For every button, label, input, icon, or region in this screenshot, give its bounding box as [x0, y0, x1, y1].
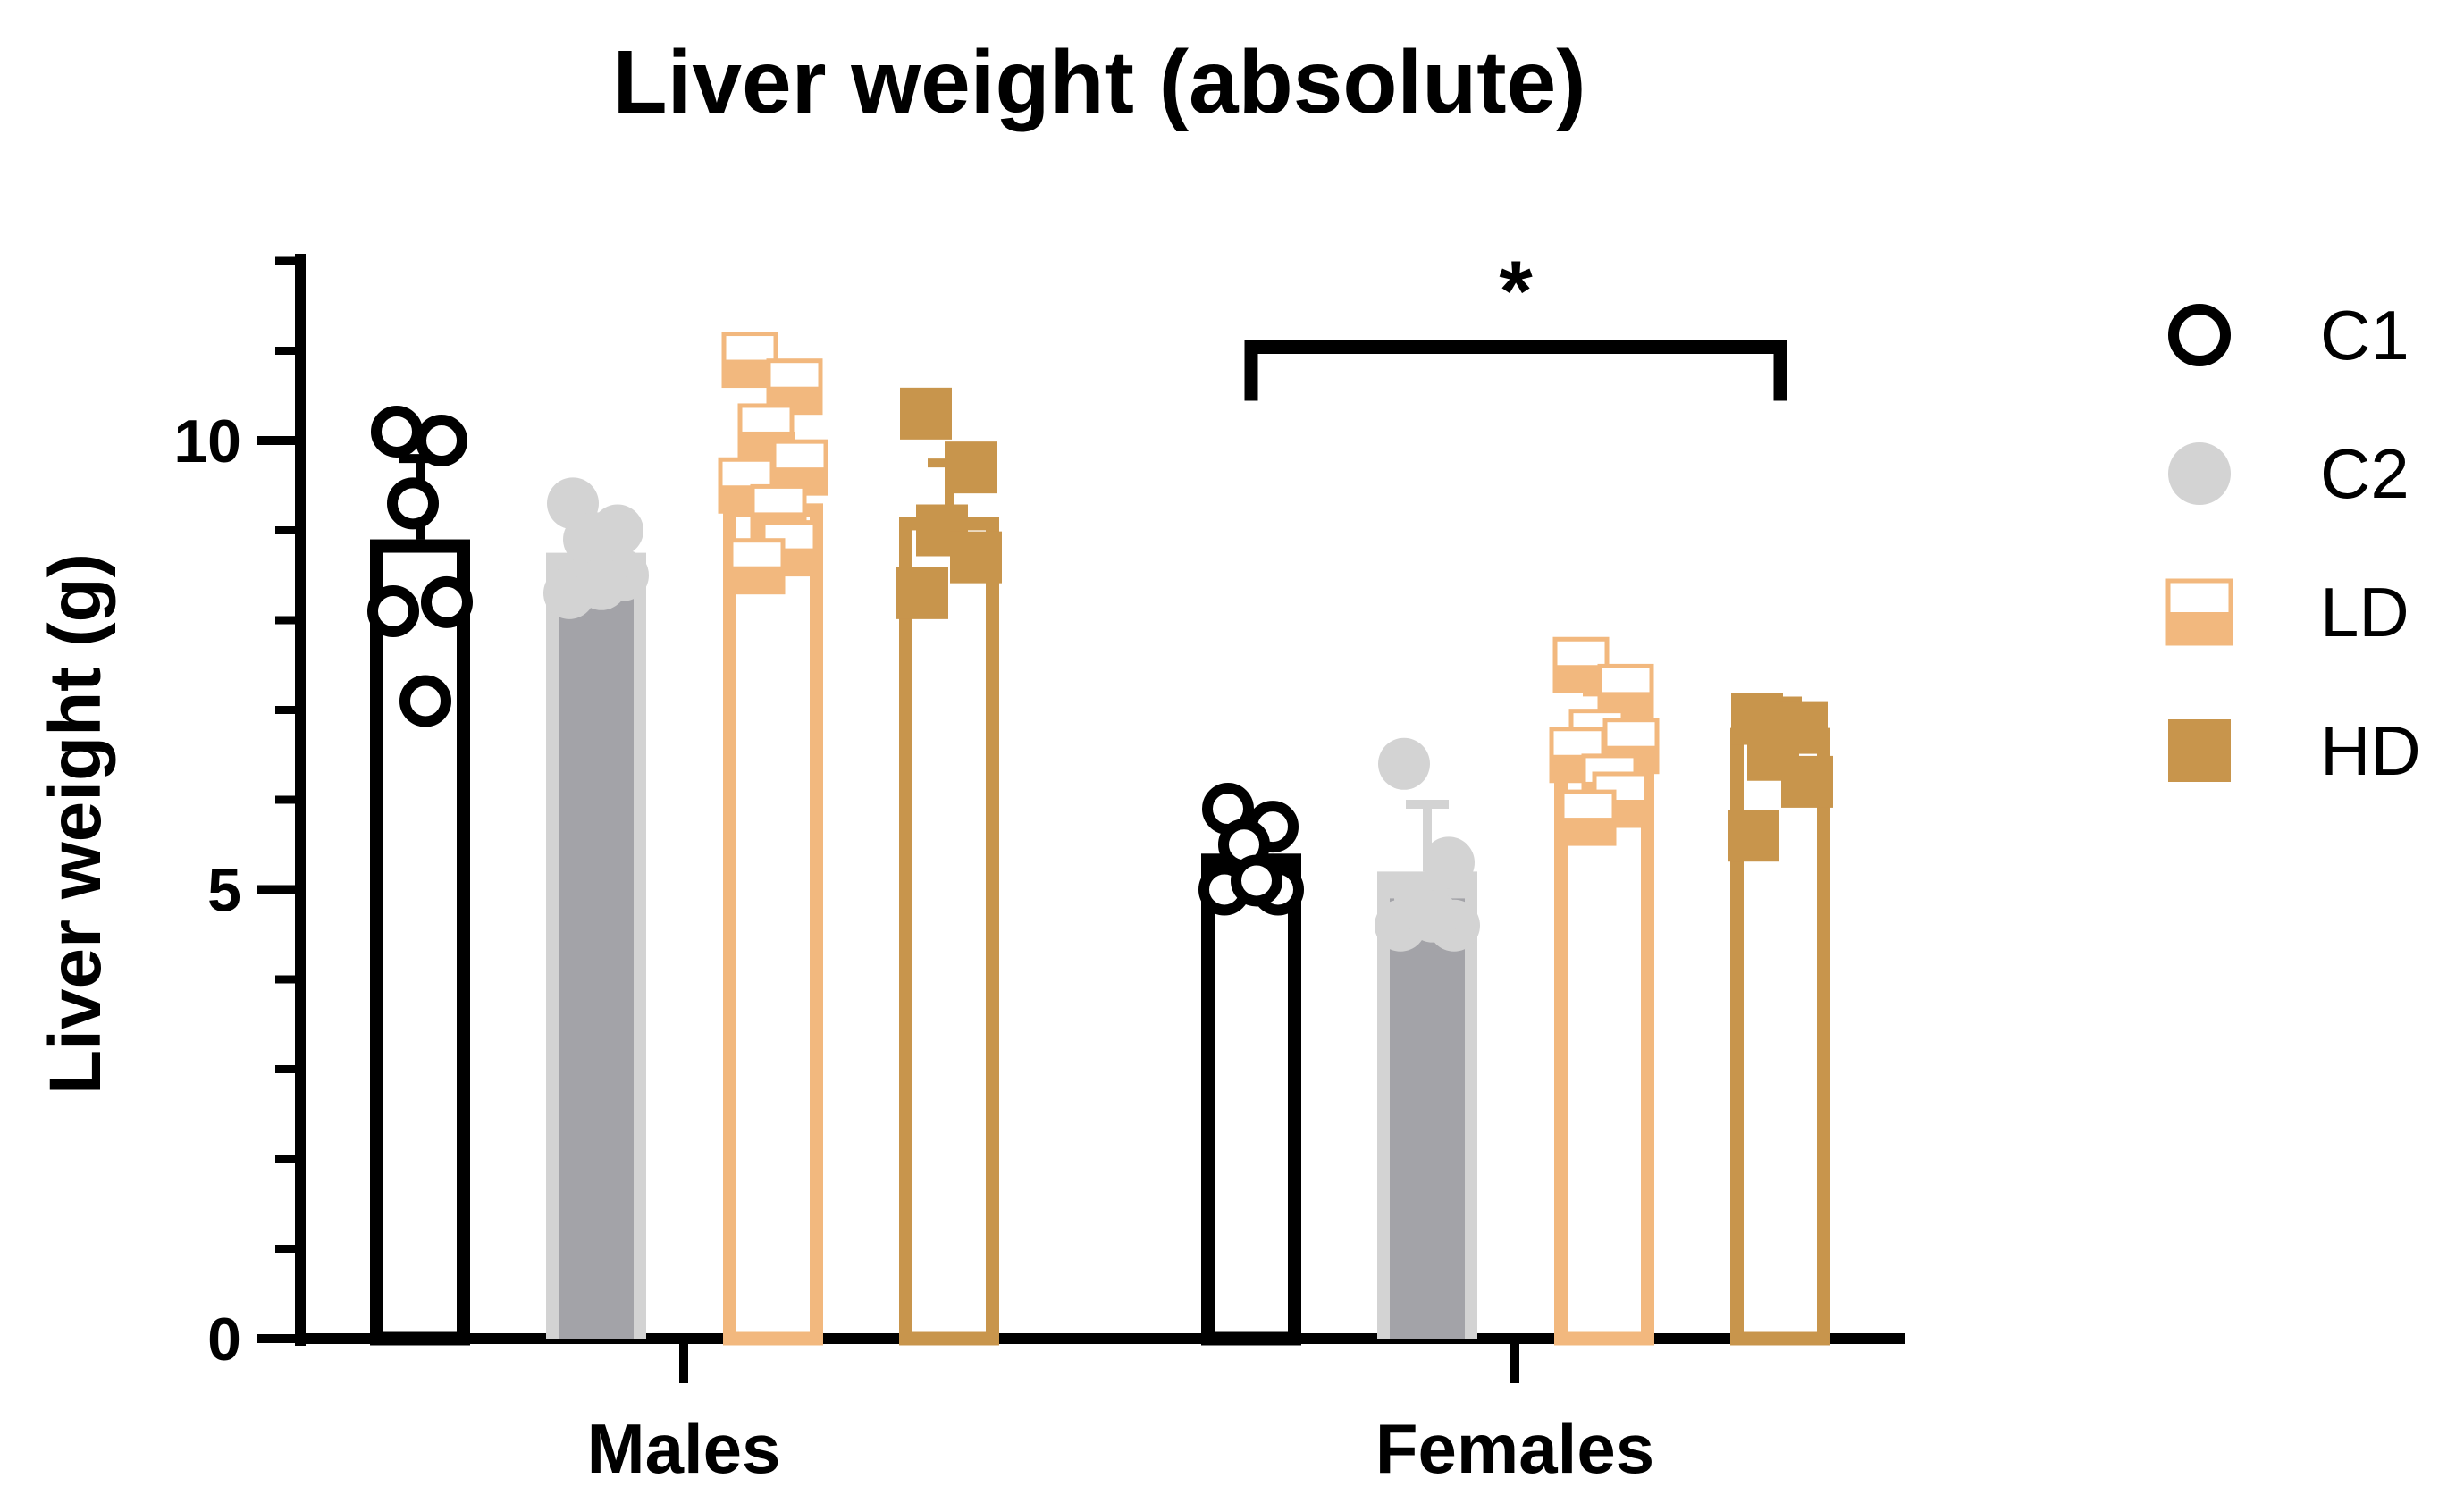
point-LD-Females [1560, 789, 1617, 846]
bar-C1-Males [370, 539, 470, 1346]
bar-inner-C2-Females [1390, 898, 1465, 1339]
point-C2-Females [1407, 890, 1459, 943]
bars [370, 503, 1830, 1346]
bar-HD-Males [899, 517, 999, 1346]
y-tick-label: 0 [207, 1306, 241, 1373]
point-C2-Females [1378, 737, 1430, 790]
point-LD-Males [728, 538, 786, 595]
significance-bracket [1244, 340, 1787, 401]
point-HD-Females [1781, 755, 1833, 808]
legend-label-LD: LD [2320, 573, 2409, 651]
bar-inner-C2-Males [559, 579, 634, 1339]
point-HD-Males [950, 531, 1002, 584]
point-C2-Males [576, 558, 627, 610]
point-HD-Females [1728, 810, 1779, 862]
point-HD-Males [900, 387, 952, 440]
bar-LD-Males [723, 503, 823, 1346]
legend-marker-C2 [2168, 442, 2231, 505]
point-C1-Males [399, 675, 451, 727]
legend-item-C2: C2 [2168, 434, 2409, 513]
legend-item-HD: HD [2168, 711, 2421, 790]
legend-label-C1: C1 [2320, 296, 2409, 374]
legend-label-HD: HD [2320, 711, 2421, 790]
chart-title: Liver weight (absolute) [612, 32, 1585, 132]
point-HD-Males [896, 567, 948, 619]
y-tick-label: 10 [173, 407, 241, 475]
legend-marker-LD [2165, 578, 2233, 646]
point-HD-Males [945, 441, 997, 494]
legend-marker-C1 [2168, 304, 2231, 366]
marker-fill [2168, 612, 2231, 643]
y-axis-label: Liver weight (g) [35, 553, 116, 1095]
point-C1-Males [367, 584, 419, 637]
data-points [367, 332, 1833, 952]
x-category-label: Females [1375, 1409, 1654, 1488]
y-tick-label: 5 [207, 857, 241, 925]
point-C1-Males [421, 575, 473, 628]
marker-fill [1562, 818, 1614, 844]
legend-label-C2: C2 [2320, 434, 2409, 513]
bar-LD-Females [1554, 741, 1654, 1346]
significance-annotations: * [1244, 243, 1787, 401]
point-C1-Males [371, 405, 423, 458]
significance-label: * [1499, 243, 1533, 339]
legend: C1 C2 LD HD [2165, 296, 2421, 790]
legend-item-C1: C1 [2168, 296, 2409, 374]
legend-marker-HD [2168, 719, 2231, 782]
x-category-label: Males [587, 1409, 781, 1488]
point-C1-Males [416, 415, 467, 466]
point-C2-Males [563, 513, 615, 566]
bar-C1-Females [1201, 853, 1301, 1346]
point-C1-Females [1231, 854, 1282, 907]
legend-item-LD: LD [2165, 573, 2409, 651]
point-C1-Males [387, 477, 439, 530]
point-C2-Females [1423, 836, 1475, 889]
bar-HD-Females [1730, 727, 1830, 1346]
marker-fill [731, 566, 783, 592]
